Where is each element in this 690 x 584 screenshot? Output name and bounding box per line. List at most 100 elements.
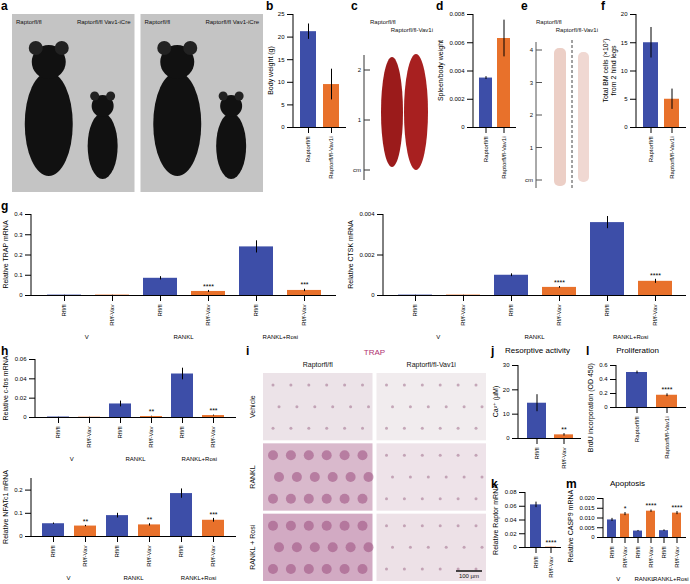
svg-text:0.3: 0.3 <box>14 232 23 238</box>
svg-text:Rf/f-Vav: Rf/f-Vav <box>148 427 154 448</box>
svg-text:2: 2 <box>530 112 534 118</box>
svg-text:0.2: 0.2 <box>14 487 23 493</box>
svg-text:0.006: 0.006 <box>449 40 465 46</box>
svg-text:Raptorfl/fl-Vav1i: Raptorfl/fl-Vav1i <box>669 137 675 179</box>
svg-text:Rf/f-Vav: Rf/f-Vav <box>460 305 466 326</box>
svg-text:Raptorfl/fl: Raptorfl/fl <box>16 19 42 25</box>
svg-text:***: *** <box>300 281 308 288</box>
svg-text:Relative CASP9 mRNA: Relative CASP9 mRNA <box>567 489 574 562</box>
svg-text:RANKL+Rosi: RANKL+Rosi <box>182 456 218 462</box>
svg-text:Rfl/fl: Rfl/fl <box>50 546 56 558</box>
svg-text:0.015: 0.015 <box>579 505 595 511</box>
svg-text:RANKL+Rosi: RANKL+Rosi <box>653 576 689 582</box>
svg-text:0.020: 0.020 <box>579 495 595 501</box>
svg-text:Raptorfl/fl: Raptorfl/fl <box>145 19 171 25</box>
svg-text:Vehicle: Vehicle <box>249 395 256 418</box>
svg-text:Rf/f-Vav: Rf/f-Vav <box>652 305 658 326</box>
svg-text:0.010: 0.010 <box>579 515 595 521</box>
svg-text:***: *** <box>209 407 217 414</box>
svg-text:Rf/f-Vav: Rf/f-Vav <box>210 546 216 567</box>
svg-text:****: **** <box>203 283 214 290</box>
svg-text:Raptorfl/fl-Vav1i: Raptorfl/fl-Vav1i <box>501 137 507 179</box>
svg-text:Raptorfl/fl: Raptorfl/fl <box>648 137 654 163</box>
svg-text:15: 15 <box>278 57 285 63</box>
svg-text:0: 0 <box>513 544 517 550</box>
svg-text:Rf/f-Vav: Rf/f-Vav <box>548 557 554 578</box>
svg-text:15: 15 <box>621 40 628 46</box>
svg-text:RANKL+Rosi: RANKL+Rosi <box>263 334 299 340</box>
svg-text:Raptorfl/fl: Raptorfl/fl <box>305 137 311 163</box>
svg-text:0.002: 0.002 <box>449 96 465 102</box>
svg-text:Relative c-fos mRNA: Relative c-fos mRNA <box>2 355 9 420</box>
svg-text:Rf/f-Vav: Rf/f-Vav <box>561 448 567 469</box>
svg-text:RANKL: RANKL <box>249 465 256 488</box>
svg-text:Rf/f-Vav: Rf/f-Vav <box>146 546 152 567</box>
svg-text:0: 0 <box>461 124 465 130</box>
svg-text:**: ** <box>149 408 155 415</box>
svg-text:25: 25 <box>278 11 285 17</box>
svg-text:****: **** <box>650 272 661 279</box>
svg-text:Rfl/fl: Rfl/fl <box>253 305 259 317</box>
svg-text:0.02: 0.02 <box>15 395 27 401</box>
svg-text:0: 0 <box>23 414 27 420</box>
svg-text:Raptorfl/fl Vav1-iCre: Raptorfl/fl Vav1-iCre <box>205 19 259 25</box>
svg-text:RANKL+Rosi: RANKL+Rosi <box>613 334 649 340</box>
svg-text:Rf/f-Vav: Rf/f-Vav <box>556 305 562 326</box>
svg-text:0.04: 0.04 <box>15 376 27 382</box>
svg-text:20: 20 <box>503 387 510 393</box>
svg-text:0.08: 0.08 <box>505 489 517 495</box>
svg-text:Rfl/fl: Rfl/fl <box>61 305 67 317</box>
svg-text:RANKL: RANKL <box>123 575 144 581</box>
svg-text:****: **** <box>646 502 657 509</box>
svg-text:Raptorfl/fl-Vav1i: Raptorfl/fl-Vav1i <box>664 417 670 459</box>
svg-text:**: ** <box>147 516 153 523</box>
svg-text:****: **** <box>554 279 565 286</box>
svg-text:****: **** <box>662 386 673 393</box>
svg-text:****: **** <box>672 504 683 511</box>
svg-text:TRAP: TRAP <box>364 348 385 357</box>
svg-text:0.04: 0.04 <box>505 517 517 523</box>
svg-text:V: V <box>85 334 89 340</box>
svg-text:Rfl/fl: Rfl/fl <box>635 547 641 559</box>
svg-text:5: 5 <box>281 102 285 108</box>
svg-text:30: 30 <box>503 362 510 368</box>
svg-text:100 µm: 100 µm <box>459 573 479 579</box>
svg-text:0: 0 <box>604 404 608 410</box>
svg-text:Raptorfl/fl-Vav1i: Raptorfl/fl-Vav1i <box>407 361 457 369</box>
svg-text:0.4: 0.4 <box>599 376 608 382</box>
svg-text:0: 0 <box>371 292 375 298</box>
svg-text:0.4: 0.4 <box>14 211 23 217</box>
svg-text:**: ** <box>83 518 89 525</box>
svg-text:RANKL+Rosi: RANKL+Rosi <box>181 575 217 581</box>
svg-text:0: 0 <box>19 533 23 539</box>
svg-text:Raptorfl/fl: Raptorfl/fl <box>303 361 333 369</box>
svg-text:Rf/f-Vav: Rf/f-Vav <box>86 427 92 448</box>
svg-text:0.2: 0.2 <box>599 390 608 396</box>
svg-text:1: 1 <box>530 145 534 151</box>
svg-text:Rfl/fl: Rfl/fl <box>114 546 120 558</box>
svg-text:0: 0 <box>19 292 23 298</box>
svg-text:10: 10 <box>503 411 510 417</box>
svg-text:Raptorfl/fl-Vav1i: Raptorfl/fl-Vav1i <box>391 27 433 33</box>
svg-text:Raptorfl/fl-Vav1i: Raptorfl/fl-Vav1i <box>328 137 334 179</box>
svg-text:cm: cm <box>353 167 361 173</box>
svg-text:Raptorfl/fl: Raptorfl/fl <box>370 19 396 25</box>
svg-text:0: 0 <box>506 435 510 441</box>
svg-text:Relative CTSK mRNA: Relative CTSK mRNA <box>347 220 354 289</box>
svg-text:Rfl/fl: Rfl/fl <box>533 557 539 569</box>
svg-text:0.1: 0.1 <box>14 272 23 278</box>
svg-text:Raptorfl/fl: Raptorfl/fl <box>483 137 489 163</box>
svg-text:10: 10 <box>621 68 628 74</box>
svg-text:2: 2 <box>358 67 362 73</box>
svg-text:Rf/f-Vav: Rf/f-Vav <box>210 427 216 448</box>
svg-text:RANKL: RANKL <box>125 456 146 462</box>
svg-text:5: 5 <box>624 96 628 102</box>
svg-text:Rfl/fl: Rfl/fl <box>117 427 123 439</box>
svg-text:0.005: 0.005 <box>579 525 595 531</box>
svg-text:V: V <box>70 456 74 462</box>
svg-text:****: **** <box>546 539 557 546</box>
svg-text:Total BM cells (×10⁷)from 2 hi: Total BM cells (×10⁷)from 2 hind legs <box>602 38 618 102</box>
svg-text:Raptorfl/fl-Vav1i: Raptorfl/fl-Vav1i <box>556 27 598 33</box>
svg-text:Rfl/fl: Rfl/fl <box>179 427 185 439</box>
svg-text:Rfl/fl: Rfl/fl <box>178 546 184 558</box>
